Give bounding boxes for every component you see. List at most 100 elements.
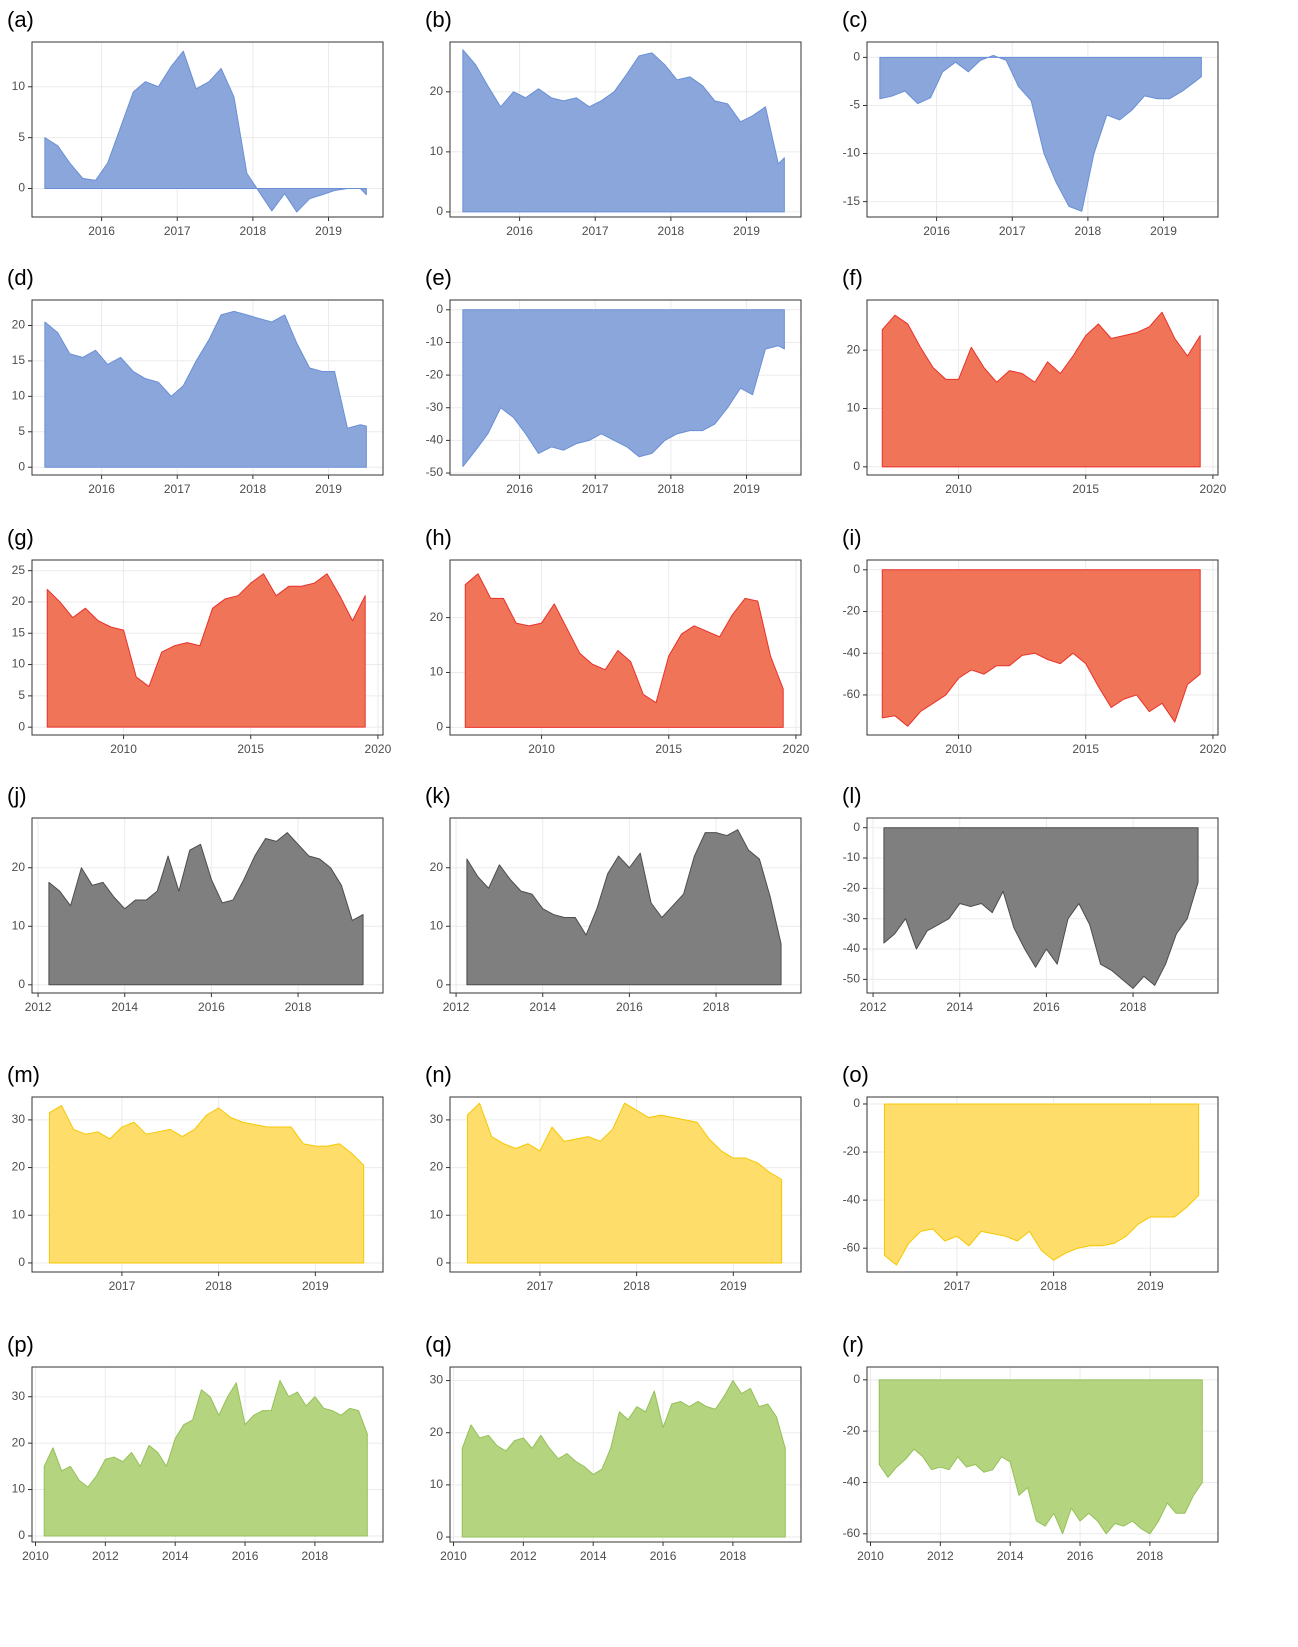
area bbox=[48, 832, 364, 986]
y-tick-label: -50 bbox=[843, 972, 861, 986]
x-tick-label: 2019 bbox=[302, 1279, 329, 1293]
panel-title: (a) bbox=[7, 7, 34, 32]
x-tick-label: 2010 bbox=[110, 742, 137, 756]
area bbox=[43, 1379, 368, 1537]
area bbox=[466, 829, 782, 986]
y-tick-label: -50 bbox=[426, 465, 444, 479]
y-tick-label: 15 bbox=[12, 625, 26, 639]
x-tick-label: 2014 bbox=[529, 1000, 556, 1014]
panel-title: (j) bbox=[7, 783, 27, 808]
x-tick-label: 2018 bbox=[623, 1279, 650, 1293]
panel-title: (c) bbox=[842, 7, 868, 32]
x-tick-label: 2018 bbox=[658, 224, 685, 238]
panel: (h) 0 10 20 2010 2015 2020 bbox=[425, 525, 810, 756]
y-tick-label: 0 bbox=[436, 977, 443, 991]
x-tick-label: 2010 bbox=[945, 482, 972, 496]
y-tick-label: 0 bbox=[853, 1372, 860, 1386]
panel: (m) 0 10 20 30 2017 2018 2019 bbox=[7, 1062, 384, 1293]
area bbox=[44, 50, 367, 213]
panel: (n) 0 10 20 30 2017 2018 2019 bbox=[425, 1062, 802, 1293]
x-tick-label: 2015 bbox=[655, 742, 682, 756]
y-tick-label: -60 bbox=[843, 687, 861, 701]
y-tick-label: -20 bbox=[843, 1423, 861, 1437]
panel-title: (i) bbox=[842, 525, 862, 550]
panel: (c) -15 -10 -5 0 2016 2017 2018 2019 bbox=[842, 7, 1219, 238]
panel: (f) 0 10 20 2010 2015 2020 bbox=[842, 265, 1227, 496]
y-tick-label: 0 bbox=[436, 204, 443, 218]
x-tick-label: 2018 bbox=[285, 1000, 312, 1014]
area bbox=[461, 1380, 786, 1538]
panel: (k) 0 10 20 2012 2014 2016 2018 bbox=[425, 783, 802, 1014]
y-tick-label: 10 bbox=[12, 389, 26, 403]
x-tick-label: 2019 bbox=[315, 482, 342, 496]
panel-border bbox=[866, 817, 1219, 994]
y-tick-label: 0 bbox=[436, 1255, 443, 1269]
x-tick-label: 2010 bbox=[857, 1549, 884, 1563]
y-tick-label: 20 bbox=[12, 1435, 26, 1449]
panel-title: (k) bbox=[425, 783, 451, 808]
panel-border bbox=[31, 817, 384, 994]
panel: (g) 0 5 10 15 20 25 2010 2015 2020 bbox=[7, 525, 392, 756]
y-tick-label: 0 bbox=[18, 1528, 25, 1542]
y-tick-label: 20 bbox=[12, 594, 26, 608]
area bbox=[48, 1105, 365, 1264]
x-tick-label: 2017 bbox=[527, 1279, 554, 1293]
x-tick-label: 2012 bbox=[25, 1000, 52, 1014]
panel-border bbox=[866, 1096, 1219, 1273]
x-tick-label: 2018 bbox=[240, 482, 267, 496]
y-tick-label: 10 bbox=[12, 918, 26, 932]
x-tick-label: 2016 bbox=[506, 482, 533, 496]
panel-border bbox=[31, 299, 384, 476]
panel-border bbox=[31, 1096, 384, 1273]
area bbox=[883, 827, 1199, 989]
y-tick-label: -5 bbox=[849, 98, 860, 112]
y-tick-label: 0 bbox=[18, 1255, 25, 1269]
y-tick-label: 0 bbox=[853, 50, 860, 64]
x-tick-label: 2018 bbox=[1075, 224, 1102, 238]
panel-border bbox=[449, 559, 802, 736]
y-tick-label: 20 bbox=[12, 1160, 26, 1174]
y-tick-label: -40 bbox=[843, 1192, 861, 1206]
y-tick-label: 20 bbox=[430, 84, 444, 98]
y-tick-label: 10 bbox=[12, 1482, 26, 1496]
y-tick-label: -30 bbox=[426, 400, 444, 414]
y-tick-label: -40 bbox=[843, 941, 861, 955]
y-tick-label: 20 bbox=[430, 610, 444, 624]
panel-title: (f) bbox=[842, 265, 863, 290]
y-tick-label: 20 bbox=[430, 860, 444, 874]
y-tick-label: 10 bbox=[430, 144, 444, 158]
x-tick-label: 2018 bbox=[658, 482, 685, 496]
panel-border bbox=[866, 559, 1219, 736]
x-tick-label: 2018 bbox=[1040, 1279, 1067, 1293]
x-tick-label: 2010 bbox=[440, 1549, 467, 1563]
x-tick-label: 2010 bbox=[945, 742, 972, 756]
y-tick-label: 20 bbox=[430, 1160, 444, 1174]
y-tick-label: 20 bbox=[12, 318, 26, 332]
panel-border bbox=[866, 299, 1219, 476]
x-tick-label: 2017 bbox=[999, 224, 1026, 238]
x-tick-label: 2017 bbox=[109, 1279, 136, 1293]
panel-title: (o) bbox=[842, 1062, 869, 1087]
y-tick-label: -40 bbox=[843, 1475, 861, 1489]
y-tick-label: 0 bbox=[18, 977, 25, 991]
x-tick-label: 2014 bbox=[162, 1549, 189, 1563]
y-tick-label: 20 bbox=[12, 860, 26, 874]
y-tick-label: 0 bbox=[436, 719, 443, 733]
x-tick-label: 2012 bbox=[927, 1549, 954, 1563]
y-tick-label: -40 bbox=[426, 433, 444, 447]
area bbox=[881, 569, 1201, 727]
panel: (o) -60 -40 -20 0 2017 2018 2019 bbox=[842, 1062, 1219, 1293]
y-tick-label: 0 bbox=[18, 719, 25, 733]
area bbox=[883, 1103, 1200, 1266]
y-tick-label: 10 bbox=[430, 1477, 444, 1491]
area bbox=[879, 54, 1202, 212]
panel: (e) -50 -40 -30 -20 -10 0 2016 2017 2018 2019 bbox=[425, 265, 802, 496]
x-tick-label: 2016 bbox=[198, 1000, 225, 1014]
x-tick-label: 2014 bbox=[580, 1549, 607, 1563]
panel-border bbox=[449, 817, 802, 994]
y-tick-label: 10 bbox=[12, 657, 26, 671]
x-tick-label: 2019 bbox=[733, 482, 760, 496]
panel-title: (e) bbox=[425, 265, 452, 290]
y-tick-label: 10 bbox=[430, 1207, 444, 1221]
